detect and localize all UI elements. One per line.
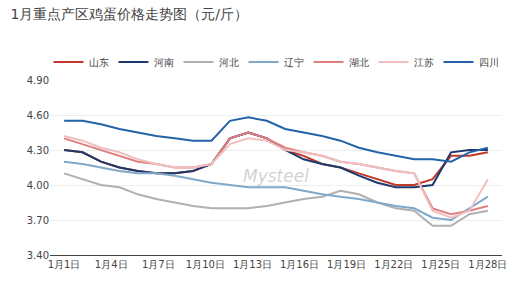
- svg-text:1月19日: 1月19日: [327, 259, 366, 270]
- svg-text:江苏: 江苏: [414, 57, 434, 68]
- svg-text:1月10日: 1月10日: [186, 259, 225, 270]
- svg-text:湖北: 湖北: [349, 57, 369, 68]
- svg-text:4.90: 4.90: [27, 75, 49, 86]
- svg-text:3.70: 3.70: [27, 215, 49, 226]
- svg-text:1月4日: 1月4日: [95, 259, 128, 270]
- svg-text:4.60: 4.60: [27, 110, 49, 121]
- svg-text:1月16日: 1月16日: [280, 259, 319, 270]
- svg-text:山东: 山东: [89, 57, 109, 68]
- svg-text:1月25日: 1月25日: [421, 259, 460, 270]
- svg-text:1月28日: 1月28日: [468, 259, 507, 270]
- svg-text:1月22日: 1月22日: [374, 259, 413, 270]
- svg-text:1月13日: 1月13日: [233, 259, 272, 270]
- svg-text:辽宁: 辽宁: [284, 57, 304, 68]
- svg-text:1月重点产区鸡蛋价格走势图（元/斤）: 1月重点产区鸡蛋价格走势图（元/斤）: [10, 6, 248, 22]
- svg-text:3.40: 3.40: [27, 250, 49, 261]
- svg-text:1月1日: 1月1日: [48, 259, 81, 270]
- svg-text:Mysteel: Mysteel: [243, 166, 309, 186]
- svg-text:4.00: 4.00: [27, 180, 49, 191]
- svg-text:河北: 河北: [219, 57, 239, 68]
- svg-text:1月7日: 1月7日: [142, 259, 175, 270]
- svg-text:四川: 四川: [479, 57, 499, 68]
- svg-text:河南: 河南: [154, 57, 174, 68]
- svg-text:4.30: 4.30: [27, 145, 49, 156]
